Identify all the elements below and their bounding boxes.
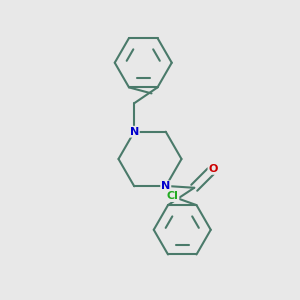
Text: Cl: Cl (167, 191, 178, 201)
Text: N: N (130, 127, 139, 137)
Text: O: O (208, 164, 218, 174)
Text: N: N (161, 181, 170, 191)
